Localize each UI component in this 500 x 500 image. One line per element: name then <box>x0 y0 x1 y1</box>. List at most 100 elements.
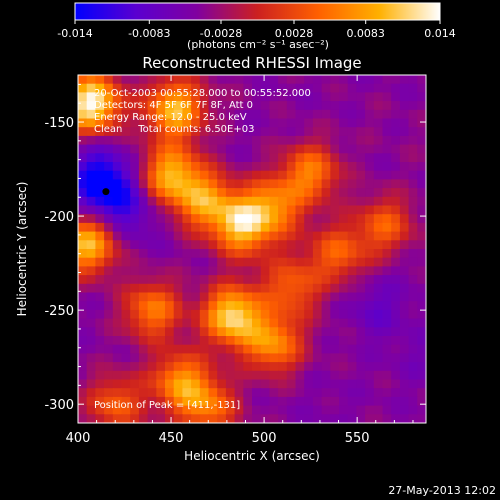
image-pixel <box>121 257 131 267</box>
image-pixel <box>95 118 105 128</box>
image-pixel <box>252 301 262 311</box>
image-pixel <box>234 240 244 250</box>
image-pixel <box>295 362 305 372</box>
image-pixel <box>208 162 218 172</box>
image-pixel <box>365 135 375 146</box>
image-pixel <box>391 388 401 398</box>
image-pixel <box>95 309 105 320</box>
image-pixel <box>330 309 340 320</box>
image-pixel <box>86 353 96 363</box>
image-pixel <box>243 318 253 328</box>
image-pixel <box>112 170 123 180</box>
image-pixel <box>234 231 244 241</box>
image-pixel <box>260 153 270 163</box>
image-pixel <box>121 179 131 189</box>
image-pixel <box>295 188 305 198</box>
annotation-detectors: Detectors: 4F 5F 6F 7F 8F, Att 0 <box>94 100 253 111</box>
image-pixel <box>347 135 357 146</box>
image-pixel <box>234 414 244 423</box>
image-pixel <box>278 344 288 354</box>
image-pixel <box>252 275 262 285</box>
image-pixel <box>234 379 244 389</box>
image-pixel <box>112 388 123 398</box>
image-pixel <box>78 179 88 189</box>
image-pixel <box>399 83 410 93</box>
image-pixel <box>330 127 340 137</box>
image-pixel <box>330 135 340 146</box>
image-pixel <box>199 118 210 128</box>
image-pixel <box>191 144 201 154</box>
image-pixel <box>304 327 314 337</box>
image-pixel <box>112 379 123 389</box>
image-pixel <box>252 162 262 172</box>
image-pixel <box>225 127 236 137</box>
image-pixel <box>269 162 279 172</box>
image-pixel <box>95 144 105 154</box>
image-pixel <box>339 101 349 111</box>
image-pixel <box>156 362 166 372</box>
image-pixel <box>217 344 227 354</box>
image-pixel <box>234 101 244 111</box>
image-pixel <box>78 170 88 180</box>
image-pixel <box>373 101 384 111</box>
image-pixel <box>173 275 183 285</box>
image-pixel <box>269 240 279 250</box>
image-pixel <box>156 353 166 363</box>
image-pixel <box>121 214 131 224</box>
image-pixel <box>408 179 418 189</box>
image-pixel <box>78 388 88 398</box>
image-pixel <box>347 283 357 294</box>
image-pixel <box>130 344 140 354</box>
image-pixel <box>199 318 210 328</box>
image-pixel <box>269 318 279 328</box>
image-pixel <box>278 405 288 415</box>
image-pixel <box>78 370 88 381</box>
image-pixel <box>373 292 384 302</box>
image-pixel <box>225 257 236 267</box>
image-pixel <box>373 362 384 372</box>
image-pixel <box>104 257 114 267</box>
image-pixel <box>252 179 262 189</box>
image-pixel <box>86 231 96 241</box>
image-pixel <box>243 135 253 146</box>
image-pixel <box>286 379 297 389</box>
image-pixel <box>347 344 357 354</box>
image-pixel <box>252 257 262 267</box>
image-pixel <box>173 231 183 241</box>
image-pixel <box>191 414 201 423</box>
image-pixel <box>399 353 410 363</box>
image-pixel <box>356 370 366 381</box>
image-pixel <box>138 231 149 241</box>
image-pixel <box>199 283 210 294</box>
image-pixel <box>243 249 253 259</box>
image-pixel <box>286 231 297 241</box>
image-pixel <box>191 283 201 294</box>
image-pixel <box>121 135 131 146</box>
image-pixel <box>382 188 392 198</box>
image-pixel <box>347 153 357 163</box>
image-pixel <box>147 283 157 294</box>
image-pixel <box>130 336 140 346</box>
image-pixel <box>347 83 357 93</box>
image-pixel <box>339 379 349 389</box>
image-pixel <box>234 118 244 128</box>
image-pixel <box>365 231 375 241</box>
image-pixel <box>165 353 175 363</box>
image-pixel <box>356 240 366 250</box>
image-pixel <box>138 162 149 172</box>
image-pixel <box>138 240 149 250</box>
image-pixel <box>260 309 270 320</box>
image-pixel <box>312 240 323 250</box>
image-pixel <box>339 318 349 328</box>
image-pixel <box>286 144 297 154</box>
image-pixel <box>312 309 323 320</box>
image-pixel <box>382 266 392 276</box>
image-pixel <box>260 214 270 224</box>
image-pixel <box>399 75 410 85</box>
image-pixel <box>382 214 392 224</box>
image-pixel <box>347 414 357 423</box>
image-pixel <box>417 92 426 102</box>
image-pixel <box>86 188 96 198</box>
image-pixel <box>191 179 201 189</box>
image-pixel <box>260 188 270 198</box>
